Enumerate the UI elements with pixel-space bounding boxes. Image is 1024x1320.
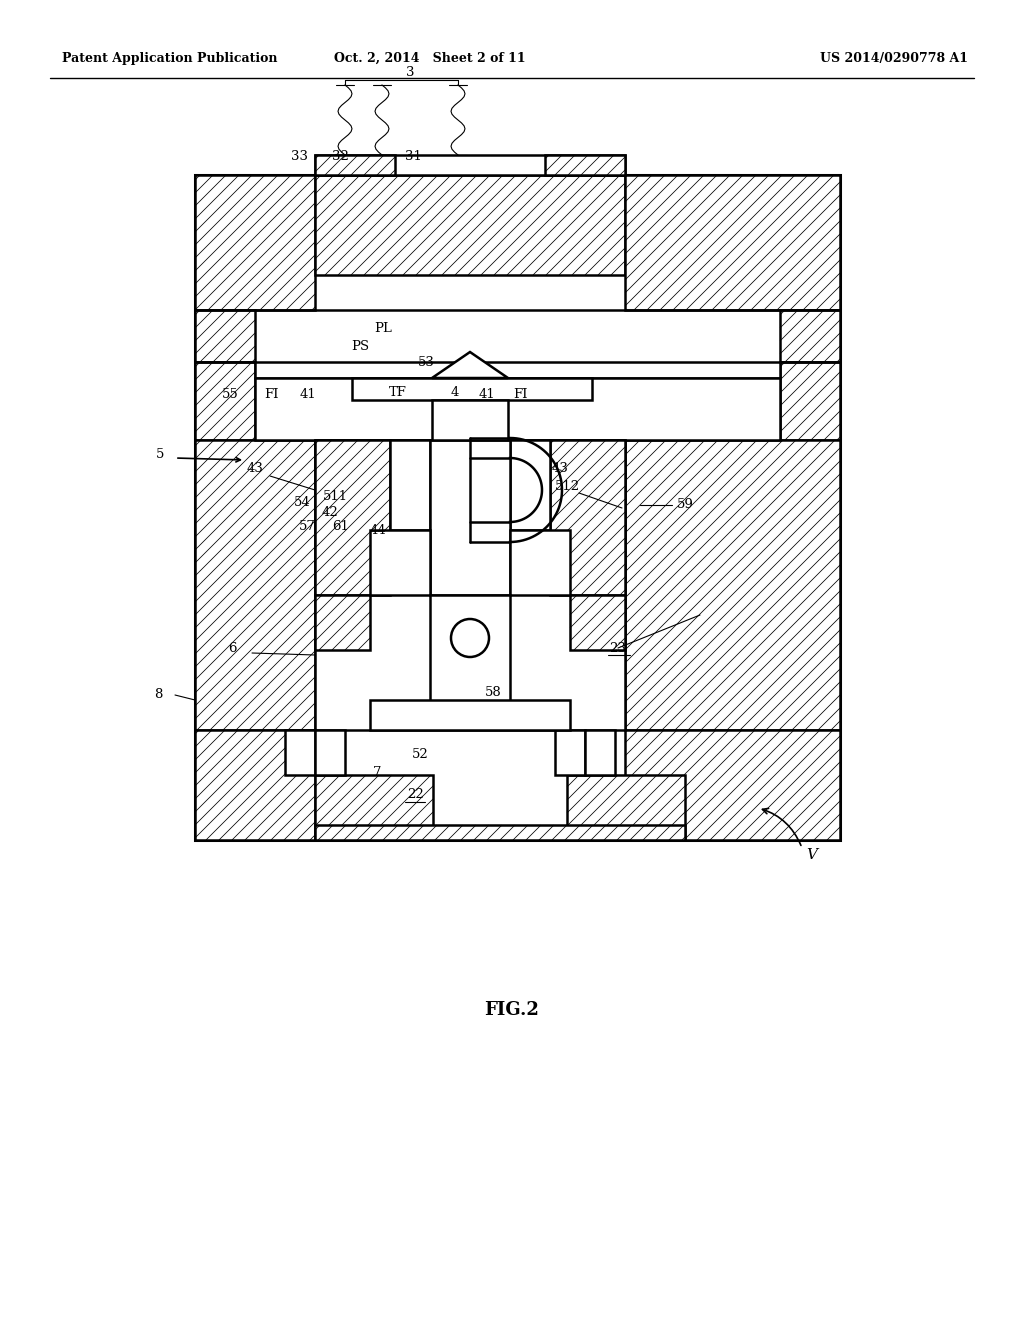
Text: 7: 7	[373, 767, 381, 780]
Bar	[432, 400, 508, 440]
Bar	[430, 440, 510, 595]
Bar	[315, 440, 625, 730]
Text: 22: 22	[407, 788, 423, 801]
Text: 58: 58	[484, 685, 502, 698]
Text: 31: 31	[404, 149, 422, 162]
Bar	[195, 310, 255, 362]
Bar	[585, 730, 615, 775]
Bar	[315, 440, 390, 595]
Circle shape	[451, 619, 489, 657]
Bar	[315, 730, 345, 775]
Bar	[255, 378, 780, 440]
Text: 42: 42	[322, 507, 338, 520]
Text: 6: 6	[227, 642, 237, 655]
Bar	[370, 531, 430, 595]
Text: 33: 33	[292, 149, 308, 162]
Text: 41: 41	[300, 388, 316, 401]
Text: FI: FI	[513, 388, 527, 401]
Bar	[430, 595, 510, 710]
Bar	[510, 440, 550, 531]
Bar	[567, 775, 685, 840]
Text: 44: 44	[370, 524, 386, 536]
Text: 511: 511	[323, 491, 347, 503]
Bar	[510, 531, 570, 595]
Bar	[255, 362, 780, 378]
Bar	[780, 310, 840, 362]
Bar	[195, 176, 840, 840]
Polygon shape	[432, 352, 508, 378]
Bar	[315, 825, 685, 840]
Bar	[315, 154, 625, 176]
Bar	[545, 154, 625, 176]
Bar	[315, 595, 370, 649]
Text: 59: 59	[677, 499, 693, 511]
Text: 54: 54	[294, 496, 310, 510]
Text: Patent Application Publication: Patent Application Publication	[62, 51, 278, 65]
Bar	[625, 730, 840, 840]
Text: 512: 512	[554, 480, 580, 494]
Text: 53: 53	[418, 355, 434, 368]
Text: 4: 4	[451, 387, 459, 400]
Bar	[555, 730, 585, 775]
Bar	[780, 362, 840, 440]
Text: FI: FI	[264, 388, 279, 401]
Text: 32: 32	[332, 149, 348, 162]
Text: FIG.2: FIG.2	[484, 1001, 540, 1019]
Bar	[625, 440, 840, 730]
Bar	[352, 378, 592, 400]
Text: PL: PL	[374, 322, 392, 334]
Bar	[315, 154, 395, 176]
Text: V: V	[807, 847, 817, 862]
Text: TF: TF	[389, 387, 407, 400]
Bar	[285, 730, 315, 775]
Text: 61: 61	[333, 520, 349, 533]
Bar	[195, 730, 315, 840]
Text: Oct. 2, 2014   Sheet 2 of 11: Oct. 2, 2014 Sheet 2 of 11	[334, 51, 525, 65]
Text: 43: 43	[247, 462, 263, 474]
Bar	[315, 775, 433, 840]
Text: 41: 41	[478, 388, 496, 401]
Text: 43: 43	[552, 462, 568, 474]
Bar	[315, 176, 625, 275]
Bar	[370, 700, 570, 730]
Bar	[195, 176, 315, 310]
Text: 8: 8	[154, 689, 162, 701]
Text: 23: 23	[609, 642, 627, 655]
Bar	[390, 440, 430, 531]
Text: 55: 55	[221, 388, 239, 401]
Bar	[570, 595, 625, 649]
Text: 5: 5	[156, 449, 164, 462]
Text: 3: 3	[406, 66, 415, 78]
Text: 57: 57	[299, 520, 315, 533]
Bar	[550, 440, 625, 595]
Text: 52: 52	[412, 748, 428, 762]
Text: US 2014/0290778 A1: US 2014/0290778 A1	[820, 51, 968, 65]
Bar	[195, 440, 315, 730]
Text: PS: PS	[351, 339, 369, 352]
Bar	[195, 362, 255, 440]
Bar	[625, 176, 840, 310]
